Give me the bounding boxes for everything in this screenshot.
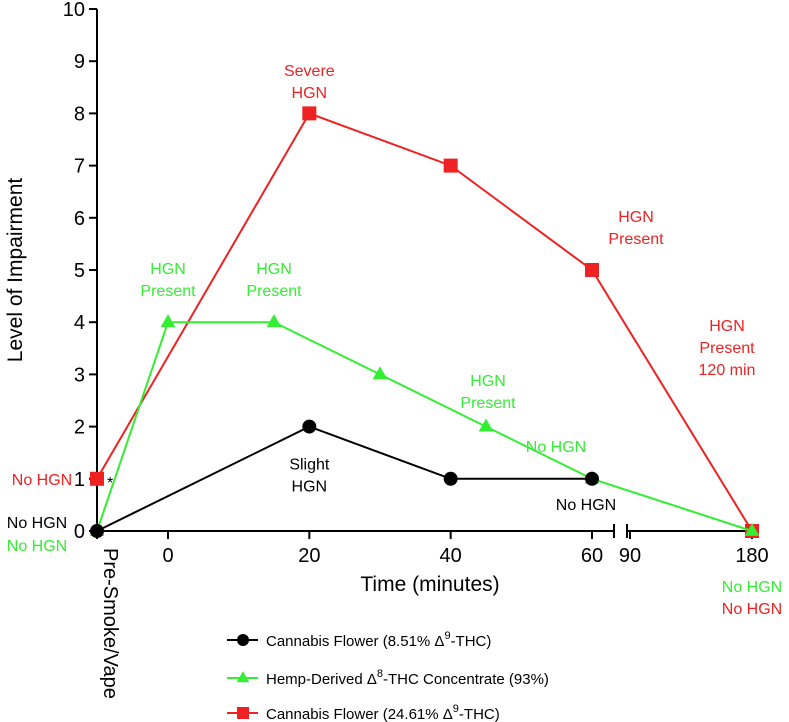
annotation-label: No HGN bbox=[556, 497, 616, 514]
annotation-label: HGN Present bbox=[460, 373, 516, 412]
series-line bbox=[96, 321, 753, 532]
series-circle bbox=[90, 419, 599, 538]
legend-entry: Cannabis Flower (8.51% Δ9-THC) bbox=[227, 630, 491, 650]
annotation-label: HGN Present 120 min bbox=[699, 318, 756, 379]
annotation-line: No HGN bbox=[722, 579, 782, 596]
legend: Cannabis Flower (8.51% Δ9-THC)Hemp-Deriv… bbox=[227, 630, 549, 722]
y-tick-label: 8 bbox=[74, 103, 85, 125]
legend-superscript: 9 bbox=[444, 630, 450, 642]
data-point-triangle bbox=[372, 366, 388, 380]
data-point-triangle bbox=[236, 671, 250, 683]
x-tick-label: 0 bbox=[162, 545, 173, 567]
annotation-label: HGN Present bbox=[140, 261, 196, 300]
x-tick-label: 90 bbox=[619, 545, 641, 567]
annotation-line: Present bbox=[246, 283, 302, 300]
annotation-line: No HGN bbox=[12, 472, 72, 489]
y-tick-label: 1 bbox=[74, 469, 85, 491]
annotation-line: HGN bbox=[470, 373, 506, 390]
x-tick-label: 40 bbox=[440, 545, 462, 567]
legend-label: Cannabis Flower (8.51% Δ9-THC) bbox=[266, 630, 491, 650]
pre-smoke-label: Pre-Smoke/Vape bbox=[99, 548, 121, 699]
y-tick-label: 2 bbox=[74, 417, 85, 439]
data-point-triangle bbox=[478, 418, 494, 432]
annotation-line: HGN bbox=[150, 261, 186, 278]
y-tick-label: 6 bbox=[74, 208, 85, 230]
data-point-circle bbox=[443, 471, 458, 486]
annotation-label: HGN Present bbox=[246, 261, 302, 300]
annotation-line: Present bbox=[140, 283, 196, 300]
data-point-triangle bbox=[160, 314, 176, 328]
x-axis-title: Time (minutes) bbox=[360, 573, 499, 596]
annotation-label: * bbox=[107, 475, 113, 492]
y-tick-label: 5 bbox=[74, 260, 85, 282]
annotation-label: No HGN bbox=[526, 439, 586, 456]
x-tick-label: 60 bbox=[581, 545, 603, 567]
series-line bbox=[96, 425, 592, 532]
legend-text: Hemp-Derived Δ bbox=[266, 671, 377, 688]
series-triangle bbox=[89, 314, 760, 536]
series-layer bbox=[89, 106, 760, 538]
annotation-line: 120 min bbox=[699, 362, 756, 379]
legend-text: -THC) bbox=[459, 706, 500, 722]
annotation-line: No HGN bbox=[7, 515, 67, 532]
data-point-square bbox=[237, 707, 249, 719]
legend-text: -THC Concentrate (93%) bbox=[383, 671, 549, 688]
data-point-circle bbox=[90, 524, 104, 538]
x-tick-label: 20 bbox=[298, 545, 320, 567]
data-point-square bbox=[585, 263, 599, 277]
annotation-line: Present bbox=[608, 231, 664, 248]
annotation-line: No HGN bbox=[722, 601, 782, 618]
data-point-triangle bbox=[744, 522, 760, 536]
annotation-line: HGN bbox=[256, 261, 292, 278]
y-tick-label: 9 bbox=[74, 51, 85, 73]
axes: 0 1 2 3 4 5 6 7 8 9 10 0 20 40 60 90 180 bbox=[63, 0, 769, 567]
x-tick-label: 180 bbox=[735, 545, 768, 567]
annotation-label: Severe HGN bbox=[284, 63, 335, 102]
annotation-label: No HGN bbox=[7, 515, 67, 532]
annotation-line: Slight bbox=[289, 457, 330, 474]
y-axis-title: Level of Impairment bbox=[4, 178, 27, 363]
annotations: Severe HGN HGN Present HGN Present 120 min HGN P… bbox=[7, 63, 782, 618]
annotation-line: Present bbox=[460, 395, 516, 412]
data-point-circle bbox=[585, 471, 599, 486]
annotation-label: HGN Present bbox=[608, 209, 664, 248]
annotation-label: No HGN bbox=[722, 579, 782, 596]
annotation-line: HGN bbox=[709, 318, 745, 335]
legend-label: Hemp-Derived Δ8-THC Concentrate (93%) bbox=[266, 668, 549, 688]
annotation-label: Slight HGN bbox=[289, 457, 330, 496]
data-point-square bbox=[302, 106, 317, 121]
legend-text: Cannabis Flower (8.51% Δ bbox=[266, 633, 444, 650]
legend-label: Cannabis Flower (24.61% Δ9-THC) bbox=[266, 703, 500, 722]
legend-text: Cannabis Flower (24.61% Δ bbox=[266, 706, 453, 722]
data-point-circle bbox=[237, 634, 249, 646]
annotation-label: No HGN bbox=[12, 472, 72, 489]
annotation-line: No HGN bbox=[7, 538, 67, 555]
legend-superscript: 9 bbox=[453, 703, 459, 715]
annotation-line: Present bbox=[699, 340, 755, 357]
legend-entry: Hemp-Derived Δ8-THC Concentrate (93%) bbox=[227, 668, 549, 688]
data-point-circle bbox=[302, 419, 317, 434]
legend-text: -THC) bbox=[451, 633, 492, 650]
data-point-square bbox=[443, 158, 458, 173]
annotation-line: No HGN bbox=[556, 497, 616, 514]
y-tick-label: 7 bbox=[74, 156, 85, 178]
annotation-line: HGN bbox=[292, 479, 328, 496]
annotation-line: Severe bbox=[284, 63, 335, 80]
annotation-line: * bbox=[107, 475, 113, 492]
y-tick-label: 10 bbox=[63, 0, 85, 21]
annotation-label: No HGN bbox=[722, 601, 782, 618]
annotation-label: No HGN bbox=[7, 538, 67, 555]
legend-superscript: 8 bbox=[377, 668, 383, 680]
data-point-square bbox=[90, 471, 104, 486]
annotation-line: HGN bbox=[618, 209, 654, 226]
annotation-line: No HGN bbox=[526, 439, 586, 456]
y-tick-label: 4 bbox=[74, 312, 85, 334]
annotation-line: HGN bbox=[292, 85, 328, 102]
y-tick-label: 3 bbox=[74, 364, 85, 386]
y-tick-label: 0 bbox=[74, 521, 85, 543]
legend-entry: Cannabis Flower (24.61% Δ9-THC) bbox=[227, 703, 500, 722]
data-point-triangle bbox=[266, 314, 282, 328]
